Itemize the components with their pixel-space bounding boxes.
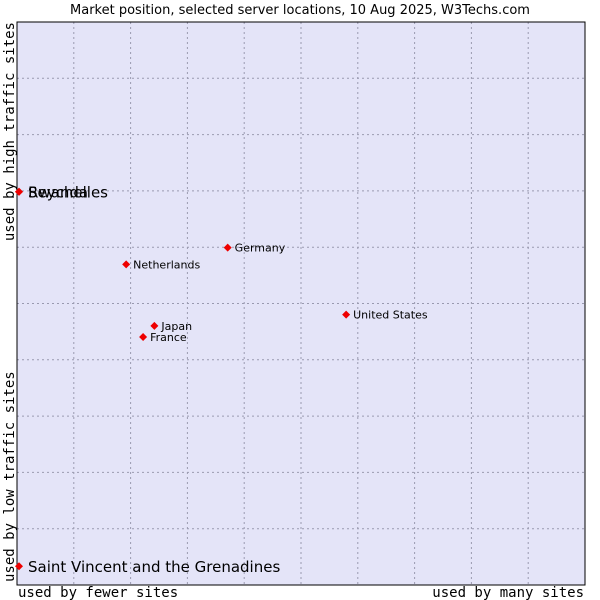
point-label-united-states: United States — [353, 309, 428, 322]
point-marker-saint-vincent-and-the-grenadines[interactable] — [15, 562, 23, 571]
point-marker-france[interactable] — [139, 333, 148, 342]
plot-frame — [16, 21, 586, 586]
point-marker-japan[interactable] — [150, 321, 159, 330]
point-label-netherlands: Netherlands — [133, 258, 200, 271]
point-marker-rwanda[interactable] — [15, 187, 23, 196]
point-label-rwanda: Rwanda — [28, 184, 88, 202]
point-label-japan: Japan — [160, 320, 192, 333]
point-marker-netherlands[interactable] — [122, 260, 131, 269]
point-label-seychelles: Seychelles — [28, 184, 108, 202]
point-label-germany: Germany — [235, 242, 286, 255]
y-axis-label-high: used by high traffic sites — [2, 22, 18, 241]
point-marker-germany[interactable] — [223, 243, 232, 252]
chart-title: Market position, selected server locatio… — [70, 3, 530, 18]
point-label-saint-vincent-and-the-grenadines: Saint Vincent and the Grenadines — [28, 558, 280, 576]
point-label-france: France — [150, 331, 187, 344]
x-axis-label-low: used by fewer sites — [18, 585, 178, 600]
y-axis-label-low: used by low traffic sites — [2, 371, 18, 582]
grid — [17, 22, 585, 585]
point-marker-united-states[interactable] — [342, 310, 351, 319]
x-axis-label-high: used by many sites — [432, 585, 584, 600]
